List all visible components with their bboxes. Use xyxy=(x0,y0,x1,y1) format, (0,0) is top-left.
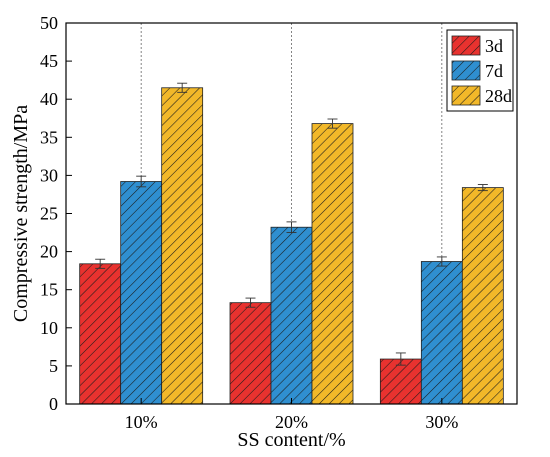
error-bar-3d-30% xyxy=(395,352,406,366)
legend-swatch-3d xyxy=(451,35,481,56)
x-axis-title: SS content/% xyxy=(237,429,345,451)
legend-label-7d: 7d xyxy=(485,61,503,81)
y-axis-ticks: 0 5 10 15 20 25 30 35 40 45 50 xyxy=(40,13,72,414)
bar-28d-30% xyxy=(461,187,504,405)
y-tick-label-45: 45 xyxy=(40,51,58,71)
x-tick-label-20%: 20% xyxy=(275,412,308,432)
bar-28d-10% xyxy=(161,87,204,405)
y-tick-label-10: 10 xyxy=(40,318,58,338)
y-tick-label-5: 5 xyxy=(49,356,58,376)
legend-swatch-28d xyxy=(451,85,481,106)
bar-7d-10% xyxy=(120,181,163,405)
legend-swatch-7d xyxy=(451,60,481,81)
bar-3d-30% xyxy=(379,358,422,405)
bar-7d-30% xyxy=(420,261,463,405)
x-tick-label-30%: 30% xyxy=(425,412,458,432)
y-tick-label-35: 35 xyxy=(40,127,58,147)
y-tick-label-40: 40 xyxy=(40,89,58,109)
y-tick-label-15: 15 xyxy=(40,280,58,300)
bar-28d-20% xyxy=(311,123,354,405)
error-bar-7d-30% xyxy=(436,256,447,267)
legend: 3d 7d 28d xyxy=(446,29,514,112)
y-tick-label-25: 25 xyxy=(40,204,58,224)
plot-frame xyxy=(65,22,518,405)
error-bar-3d-10% xyxy=(95,258,106,269)
y-tick-label-20: 20 xyxy=(40,242,58,262)
bar-3d-20% xyxy=(229,302,272,405)
bar-7d-20% xyxy=(270,226,313,405)
error-bar-3d-20% xyxy=(245,297,256,308)
y-tick-label-30: 30 xyxy=(40,165,58,185)
error-bar-7d-20% xyxy=(286,221,297,234)
error-bar-28d-10% xyxy=(177,82,188,93)
legend-label-28d: 28d xyxy=(485,86,512,106)
error-bar-28d-30% xyxy=(477,184,488,192)
error-bar-7d-10% xyxy=(136,175,147,188)
bar-3d-10% xyxy=(79,263,122,405)
x-axis-ticks: 10% 20% 30% xyxy=(125,398,458,432)
y-axis-title: Compressive strength/MPa xyxy=(10,105,32,322)
x-tick-label-10%: 10% xyxy=(125,412,158,432)
bars-group xyxy=(79,87,504,405)
error-bars-group xyxy=(95,82,488,366)
y-tick-label-0: 0 xyxy=(49,394,58,414)
y-tick-label-50: 50 xyxy=(40,13,58,33)
error-bar-28d-20% xyxy=(327,118,338,129)
legend-label-3d: 3d xyxy=(485,36,503,56)
